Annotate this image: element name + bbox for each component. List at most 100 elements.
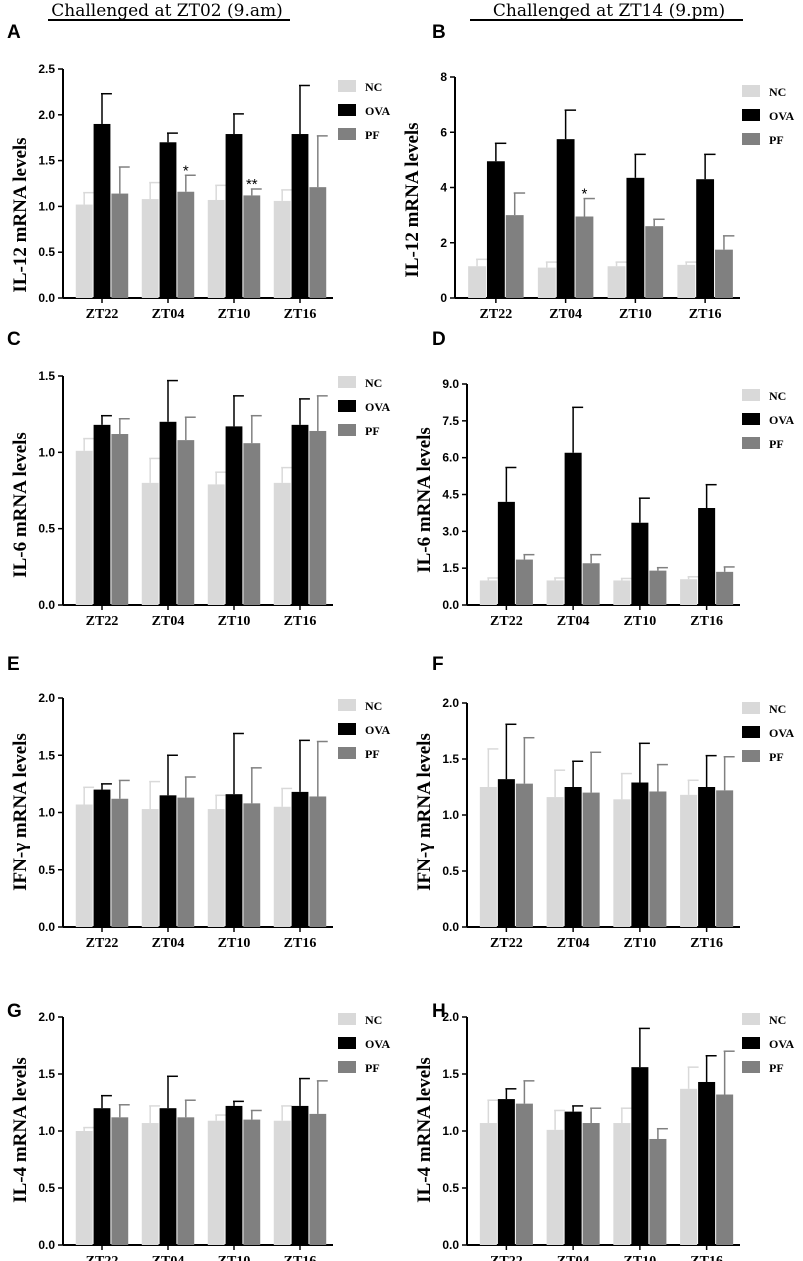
y-axis-label: IFN-γ mRNA levels (10, 733, 31, 891)
right-column-title: Challenged at ZT14 (9.pm) (493, 1, 725, 21)
y-tick-label: 2.0 (38, 691, 55, 705)
panel-letter: H (432, 1001, 446, 1022)
category-label: ZT10 (218, 307, 251, 322)
y-axis-label: IL-12 mRNA levels (402, 122, 423, 277)
bar-nc-zt04 (141, 199, 159, 298)
category-label: ZT10 (624, 614, 657, 629)
bar-ova-zt04 (556, 139, 575, 298)
legend-swatch-ova (742, 1037, 760, 1049)
bar-nc-zt16 (680, 1088, 698, 1245)
legend-label-pf: PF (769, 133, 784, 147)
bar-nc-zt04 (537, 267, 556, 298)
y-axis-label: IL-12 mRNA levels (10, 137, 31, 292)
bar-ova-zt04 (159, 795, 177, 927)
bar-nc-zt22 (75, 804, 93, 927)
category-label: ZT22 (490, 1254, 523, 1261)
bar-nc-zt10 (613, 799, 631, 927)
bar-ova-zt04 (564, 452, 582, 605)
bar-ova-zt16 (291, 791, 309, 927)
bar-pf-zt10 (243, 803, 261, 927)
bar-pf-zt10 (243, 1119, 261, 1245)
bar-ova-zt10 (626, 177, 645, 298)
bar-ova-zt16 (291, 134, 309, 298)
legend-label-ova: OVA (365, 723, 390, 737)
bar-ova-zt16 (698, 787, 716, 927)
y-tick-label: 0.0 (442, 598, 459, 612)
bar-pf-zt10 (243, 195, 261, 298)
category-label: ZT16 (284, 936, 317, 951)
bar-pf-zt04 (582, 563, 600, 605)
category-label: ZT22 (86, 307, 119, 322)
category-label: ZT04 (152, 1254, 185, 1261)
significance-marker: * (183, 162, 189, 179)
legend-swatch-nc (742, 389, 760, 401)
bar-ova-zt10 (225, 134, 243, 298)
y-axis-label: IFN-γ mRNA levels (414, 733, 435, 891)
legend-label-nc: NC (365, 80, 382, 94)
legend-swatch-nc (742, 1013, 760, 1025)
bar-ova-zt22 (497, 779, 515, 927)
panel-letter: A (7, 22, 21, 43)
legend-swatch-pf (338, 128, 356, 140)
y-tick-label: 1.5 (442, 561, 459, 575)
bar-ova-zt22 (93, 123, 111, 299)
legend-swatch-ova (338, 400, 356, 412)
category-label: ZT16 (284, 614, 317, 629)
chart-panel-f: F IFN-γ mRNA levels 0.0 0.5 1.0 1.5 2.0 ZT22 ZT0… (414, 654, 794, 951)
bar-nc-zt22 (75, 204, 93, 298)
category-label: ZT16 (689, 307, 722, 322)
legend-swatch-nc (338, 80, 356, 92)
y-tick-label: 1.0 (38, 199, 55, 213)
bar-nc-zt04 (141, 482, 159, 605)
y-tick-label: 2.0 (38, 1010, 55, 1024)
y-tick-label: 0.5 (442, 864, 459, 878)
bar-nc-zt16 (677, 264, 696, 298)
bar-ova-zt16 (291, 424, 309, 605)
category-label: ZT22 (490, 936, 523, 951)
category-label: ZT16 (690, 936, 723, 951)
panel-letter: B (432, 22, 446, 43)
bar-pf-zt22 (515, 1103, 533, 1245)
bar-pf-zt16 (716, 1094, 734, 1245)
legend-swatch-ova (338, 723, 356, 735)
category-label: ZT04 (152, 936, 185, 951)
bar-nc-zt10 (613, 1123, 631, 1245)
y-tick-label: 1.0 (38, 445, 55, 459)
bar-ova-zt04 (159, 142, 177, 298)
bar-ova-zt16 (698, 508, 716, 605)
y-tick-label: 1.0 (442, 808, 459, 822)
category-label: ZT04 (557, 936, 590, 951)
bar-pf-zt10 (645, 226, 664, 298)
bar-pf-zt16 (715, 249, 733, 298)
y-tick-label: 0.5 (38, 245, 55, 259)
bar-pf-zt16 (716, 790, 734, 927)
y-tick-label: 1.5 (38, 154, 55, 168)
panel-letter: D (432, 329, 446, 350)
legend-label-ova: OVA (769, 109, 794, 123)
y-axis-label: IL-6 mRNA levels (414, 427, 435, 573)
bar-pf-zt04 (177, 440, 195, 605)
bar-pf-zt16 (309, 796, 327, 927)
category-label: ZT10 (218, 936, 251, 951)
significance-marker: ** (246, 176, 258, 193)
chart-panel-h: H IL-4 mRNA levels 0.0 0.5 1.0 1.5 2.0 ZT22 ZT04… (414, 1001, 794, 1261)
legend-label-pf: PF (769, 437, 784, 451)
bar-nc-zt16 (273, 200, 291, 298)
bar-ova-zt10 (631, 782, 649, 927)
bar-ova-zt04 (159, 1108, 177, 1245)
left-column-title: Challenged at ZT02 (9.am) (51, 1, 283, 21)
category-label: ZT10 (619, 307, 652, 322)
bar-ova-zt10 (225, 794, 243, 927)
bar-ova-zt22 (93, 424, 111, 605)
legend-swatch-ova (742, 726, 760, 738)
category-label: ZT04 (152, 614, 185, 629)
bar-ova-zt10 (631, 1067, 649, 1245)
bar-ova-zt16 (291, 1105, 309, 1245)
category-label: ZT16 (284, 1254, 317, 1261)
bar-nc-zt04 (546, 580, 564, 605)
category-label: ZT16 (690, 1254, 723, 1261)
bar-nc-zt22 (479, 580, 497, 605)
y-tick-label: 3.0 (442, 524, 459, 538)
legend-label-nc: NC (365, 699, 382, 713)
